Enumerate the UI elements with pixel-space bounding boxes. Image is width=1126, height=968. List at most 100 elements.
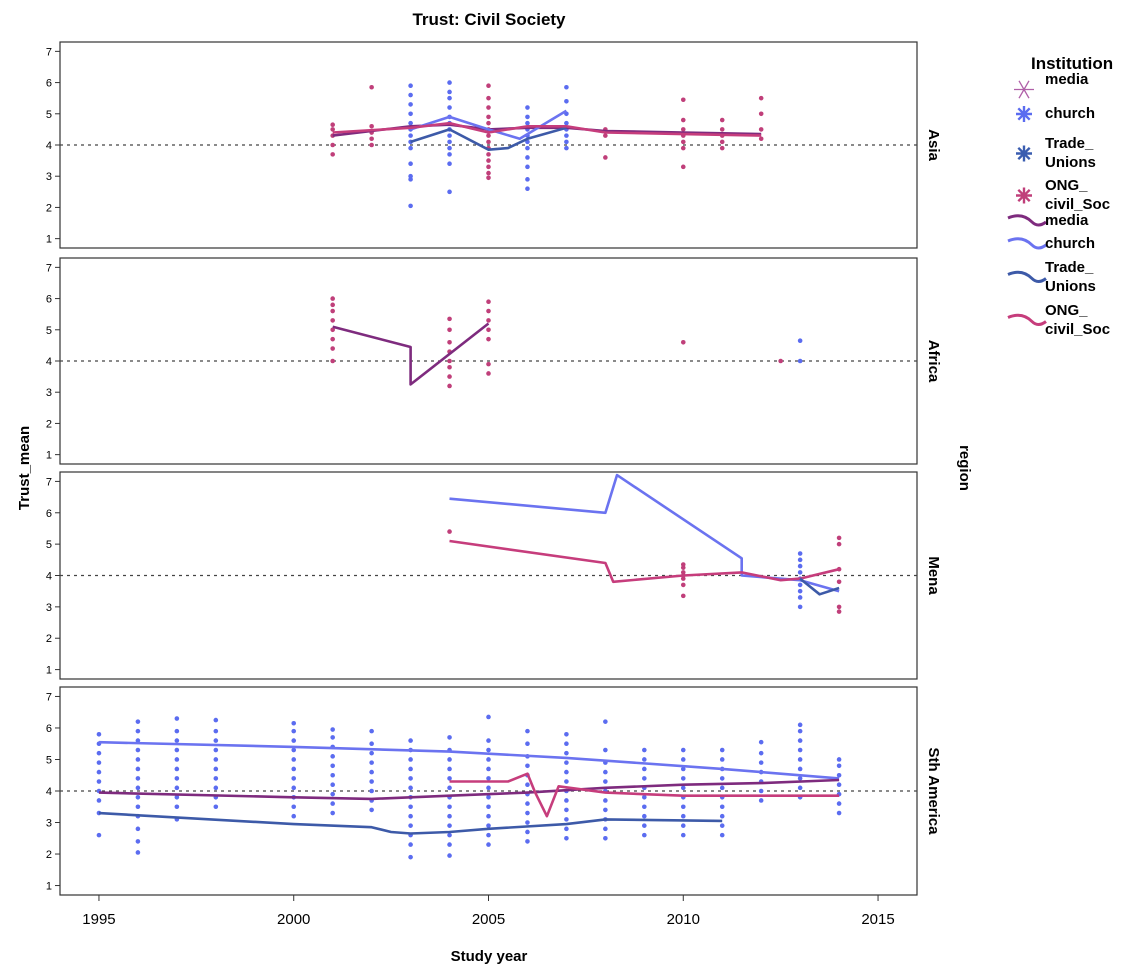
data-point [642, 804, 647, 810]
legend-label: Unions [1045, 278, 1096, 295]
data-point [525, 114, 530, 120]
data-point [836, 541, 842, 547]
data-point [719, 785, 725, 791]
data-point [719, 139, 725, 145]
data-point [836, 604, 842, 610]
data-point [758, 798, 764, 803]
data-point [96, 731, 102, 737]
series-line-media [332, 322, 490, 386]
data-point [680, 776, 686, 781]
data-point [525, 728, 530, 734]
data-point [486, 804, 491, 810]
data-point [96, 832, 102, 838]
data-point [408, 102, 413, 107]
legend-entry-2: Trade_ Unions [1016, 135, 1096, 171]
data-point [642, 832, 647, 838]
x-tick-label: 2005 [472, 911, 505, 928]
data-point [291, 804, 297, 810]
data-point [408, 757, 413, 762]
data-point [680, 747, 686, 753]
data-point [486, 308, 491, 314]
data-point [135, 804, 141, 810]
data-point [836, 782, 842, 787]
data-point [719, 145, 725, 151]
data-point [680, 832, 686, 838]
data-point [680, 757, 686, 762]
legend-star-icon [1016, 187, 1032, 204]
data-point [174, 757, 180, 762]
data-point [330, 735, 335, 740]
data-point [564, 99, 569, 104]
data-point [213, 766, 219, 772]
y-tick-label: 2 [46, 202, 52, 214]
legend-entry-1: church [1016, 105, 1095, 122]
y-tick-label: 3 [46, 818, 52, 830]
data-point [680, 785, 686, 791]
y-tick-label: 6 [46, 723, 52, 735]
data-point [486, 95, 491, 101]
data-point [525, 120, 530, 126]
series-line-church [98, 740, 840, 780]
data-point [797, 722, 803, 728]
data-point [797, 785, 803, 791]
data-point [680, 97, 686, 103]
data-point [486, 139, 491, 145]
data-point [486, 164, 491, 170]
data-point [797, 563, 803, 569]
data-point [797, 588, 803, 594]
data-point [719, 804, 725, 810]
y-tick-label: 7 [46, 691, 52, 703]
data-point [758, 136, 764, 142]
data-point [369, 728, 374, 734]
series-line-church [410, 109, 568, 141]
y-tick-label: 5 [46, 539, 52, 551]
data-point [213, 747, 219, 753]
data-point [525, 177, 530, 182]
data-point [719, 776, 725, 781]
data-point [408, 203, 413, 209]
data-point [486, 152, 491, 157]
data-point [447, 364, 452, 370]
data-point [174, 785, 180, 791]
data-point [447, 327, 452, 333]
data-point [135, 747, 141, 753]
data-point [213, 804, 219, 810]
data-point [447, 757, 452, 762]
data-point [680, 813, 686, 819]
data-point [447, 133, 452, 138]
data-point [213, 785, 219, 791]
data-point [408, 738, 413, 743]
data-point [642, 766, 647, 772]
data-point [408, 766, 413, 772]
legend-entry-6: Trade_ Unions [1007, 259, 1096, 295]
x-axis: 1995 2000 2005 2010 2015 [82, 895, 895, 928]
y-tick-label: 4 [46, 140, 52, 152]
panel-africa: 1 2 3 4 5 6 7 Africa [46, 257, 942, 465]
data-point [564, 741, 569, 747]
data-point [369, 750, 374, 756]
data-point [719, 757, 725, 762]
data-point [408, 133, 413, 138]
data-point [447, 813, 452, 819]
data-point [564, 133, 569, 138]
data-point [719, 823, 725, 828]
data-point [447, 89, 452, 95]
legend: mediachurchTrade_UnionsONG_civil_Socmedi… [1007, 71, 1110, 338]
data-point [564, 798, 569, 803]
data-point [719, 127, 725, 132]
y-tick-label: 1 [46, 665, 52, 677]
data-point [174, 804, 180, 810]
data-point [564, 145, 569, 151]
data-point [836, 535, 842, 541]
data-point [369, 779, 374, 784]
data-point [291, 813, 297, 819]
x-tick-label: 2015 [861, 911, 894, 928]
data-point [213, 757, 219, 762]
data-point [525, 155, 530, 160]
y-tick-label: 2 [46, 633, 52, 645]
data-point [135, 850, 141, 855]
data-point [603, 835, 608, 841]
data-point [408, 120, 413, 126]
data-point [96, 760, 102, 765]
panels: 1 2 3 4 5 6 7 Asia 1 2 3 4 5 6 7 Africa 1 2 3 4 5 6 7 Mena 1 2 3 4 5… [46, 41, 942, 896]
